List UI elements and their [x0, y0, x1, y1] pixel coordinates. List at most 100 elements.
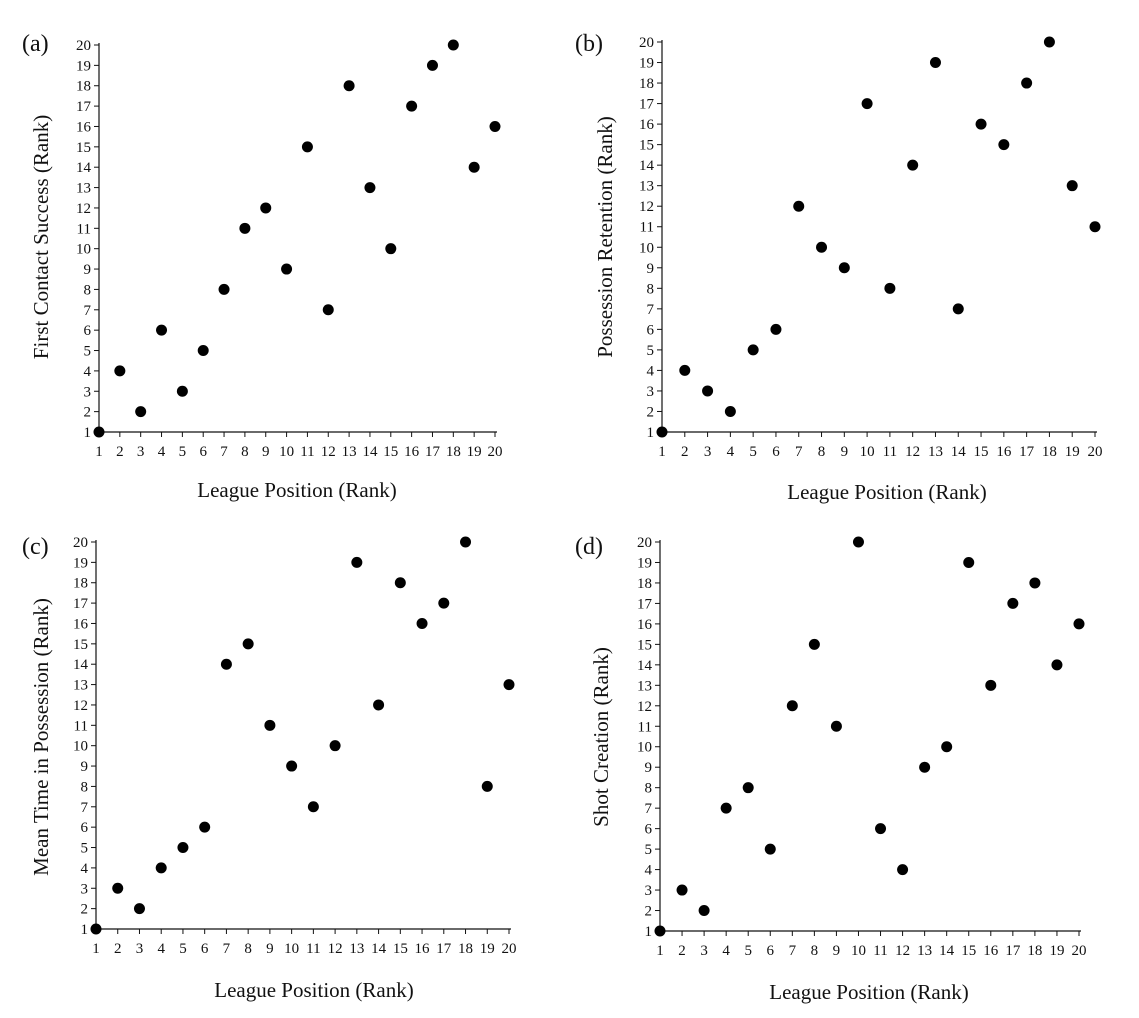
- x-tick-label: 15: [383, 444, 398, 460]
- x-tick-label: 2: [681, 444, 689, 460]
- x-tick-label: 10: [851, 943, 866, 959]
- y-tick-label: 15: [76, 140, 91, 156]
- y-tick-label: 18: [637, 576, 652, 592]
- data-point: [416, 617, 428, 629]
- y-tick-label: 8: [84, 282, 92, 298]
- data-point: [93, 426, 105, 438]
- y-tick-label: 4: [81, 861, 89, 877]
- x-tick-label: 9: [841, 444, 849, 460]
- x-tick-label: 1: [658, 444, 666, 460]
- data-point: [1021, 77, 1033, 89]
- data-point: [875, 823, 887, 835]
- y-tick-label: 11: [77, 221, 91, 237]
- x-tick-label: 14: [362, 444, 378, 460]
- y-tick-label: 13: [76, 181, 91, 197]
- data-point: [975, 118, 987, 130]
- y-tick-label: 4: [84, 364, 92, 380]
- y-tick-label: 2: [647, 404, 655, 420]
- y-tick-label: 19: [637, 555, 652, 571]
- y-tick-label: 19: [76, 58, 91, 74]
- data-point: [460, 536, 472, 548]
- x-tick-label: 6: [199, 444, 207, 460]
- y-tick-label: 10: [76, 242, 91, 258]
- x-tick-label: 11: [306, 941, 320, 957]
- y-tick-label: 14: [639, 158, 655, 174]
- x-tick-label: 7: [220, 444, 228, 460]
- data-point: [919, 761, 931, 773]
- y-tick-label: 2: [81, 902, 89, 918]
- data-point: [861, 98, 873, 110]
- x-tick-label: 7: [789, 943, 797, 959]
- panel-b: (b) Possession Retention (Rank) League P…: [575, 31, 1103, 504]
- x-tick-label: 10: [279, 444, 294, 460]
- data-point: [373, 699, 385, 711]
- x-tick-label: 6: [772, 444, 780, 460]
- x-tick-label: 18: [458, 941, 473, 957]
- x-tick-label: 9: [833, 943, 841, 959]
- y-tick-label: 10: [639, 240, 654, 256]
- y-tick-label: 9: [645, 760, 653, 776]
- y-tick-label: 11: [638, 719, 652, 735]
- y-tick-label: 3: [81, 881, 89, 897]
- x-tick-label: 16: [415, 941, 431, 957]
- x-tick-label: 1: [656, 943, 664, 959]
- data-point: [351, 556, 363, 568]
- panel-label-b: (b): [575, 31, 603, 57]
- y-tick-label: 16: [76, 119, 92, 135]
- data-point: [281, 263, 293, 275]
- data-point: [447, 39, 459, 51]
- y-tick-label: 7: [84, 303, 92, 319]
- panel-label-c: (c): [22, 534, 49, 560]
- y-tick-label: 3: [647, 384, 655, 400]
- data-point: [114, 365, 126, 377]
- x-tick-label: 19: [1065, 444, 1080, 460]
- y-tick-label: 6: [645, 822, 653, 838]
- data-point: [1029, 577, 1041, 589]
- x-tick-label: 5: [749, 444, 757, 460]
- data-point: [907, 159, 919, 171]
- data-point: [838, 262, 850, 274]
- x-tick-label: 1: [95, 444, 103, 460]
- y-tick-label: 10: [73, 739, 88, 755]
- x-tick-label: 5: [179, 444, 187, 460]
- x-tick-label: 10: [860, 444, 875, 460]
- data-point: [698, 905, 710, 917]
- data-point: [830, 720, 842, 732]
- x-tick-label: 13: [349, 941, 364, 957]
- y-tick-label: 4: [647, 363, 655, 379]
- x-tick-label: 17: [1005, 943, 1021, 959]
- data-point: [1051, 659, 1063, 671]
- data-point: [793, 200, 805, 212]
- data-point: [307, 801, 319, 813]
- data-point: [156, 324, 168, 336]
- x-tick-label: 8: [241, 444, 249, 460]
- y-tick-label: 12: [76, 201, 91, 217]
- y-axis-title-a: First Contact Success (Rank): [29, 115, 53, 359]
- data-point: [702, 385, 714, 397]
- y-tick-label: 12: [637, 699, 652, 715]
- x-tick-label: 11: [300, 444, 314, 460]
- y-tick-label: 18: [639, 76, 654, 92]
- x-tick-label: 6: [201, 941, 209, 957]
- data-point: [998, 139, 1010, 151]
- data-point: [364, 182, 376, 194]
- x-tick-label: 8: [244, 941, 252, 957]
- y-tick-label: 17: [637, 596, 653, 612]
- y-tick-label: 9: [84, 262, 92, 278]
- data-point: [133, 903, 145, 915]
- x-tick-label: 15: [393, 941, 408, 957]
- y-axis-title-d: Shot Creation (Rank): [589, 647, 613, 827]
- data-point: [322, 304, 334, 316]
- x-tick-label: 12: [895, 943, 910, 959]
- data-point: [385, 243, 397, 255]
- y-tick-label: 20: [76, 38, 91, 54]
- panel-label-a: (a): [22, 31, 49, 57]
- y-tick-label: 3: [645, 883, 653, 899]
- data-point: [1066, 180, 1078, 192]
- y-axis-title-b: Possession Retention (Rank): [593, 116, 617, 358]
- data-point: [199, 821, 211, 833]
- x-tick-label: 7: [223, 941, 231, 957]
- y-tick-label: 7: [81, 800, 89, 816]
